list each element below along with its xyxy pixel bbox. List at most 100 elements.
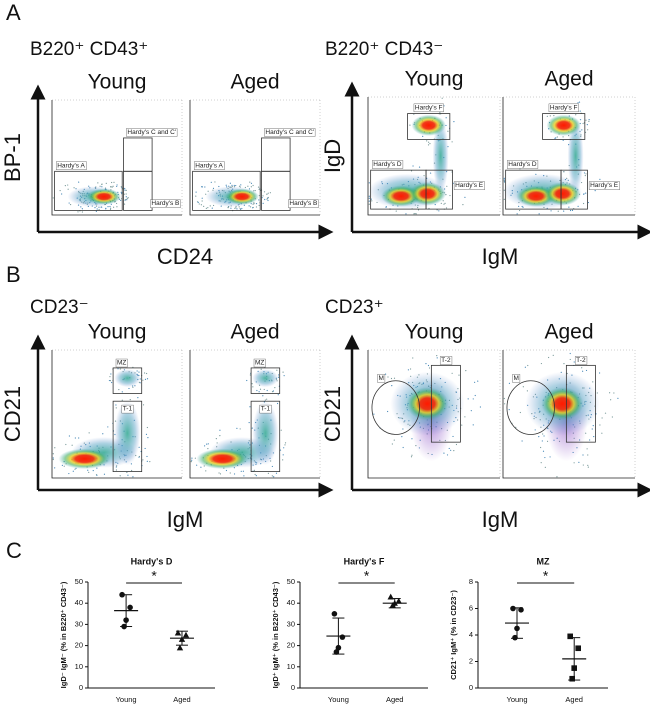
event-dot bbox=[579, 119, 582, 121]
event-dot bbox=[126, 471, 128, 473]
event-dot bbox=[54, 447, 56, 449]
event-dot bbox=[450, 449, 452, 451]
event-dot bbox=[207, 443, 209, 445]
event-dot bbox=[73, 187, 75, 189]
event-dot bbox=[445, 207, 448, 209]
event-dot bbox=[204, 186, 206, 188]
event-dot bbox=[385, 206, 387, 208]
event-dot bbox=[111, 181, 113, 184]
event-dot bbox=[205, 193, 207, 195]
event-dot bbox=[617, 397, 619, 399]
event-dot bbox=[107, 206, 109, 208]
event-dot bbox=[68, 435, 70, 437]
event-dot bbox=[391, 443, 393, 445]
y-axis-label: IgD⁻ IgM⁻ (% in B220⁺ CD43⁻) bbox=[59, 581, 68, 688]
event-dot bbox=[426, 140, 428, 142]
event-dot bbox=[241, 207, 243, 210]
event-dot bbox=[81, 208, 83, 210]
event-dot bbox=[52, 197, 54, 199]
event-dot bbox=[436, 357, 438, 359]
event-dot bbox=[126, 197, 128, 199]
event-dot bbox=[113, 206, 115, 208]
event-dot bbox=[78, 437, 80, 439]
event-dot bbox=[255, 475, 257, 477]
event-dot bbox=[204, 445, 206, 447]
flow-plot bbox=[52, 181, 129, 213]
gate-label-box bbox=[193, 161, 225, 170]
flow-plot bbox=[503, 352, 619, 478]
event-dot bbox=[218, 185, 220, 188]
event-dot bbox=[201, 186, 203, 188]
event-dot bbox=[464, 196, 466, 198]
event-dot bbox=[80, 206, 82, 208]
event-dot bbox=[411, 454, 413, 456]
event-dot bbox=[138, 456, 140, 458]
event-dot bbox=[118, 388, 120, 391]
event-dot bbox=[198, 203, 200, 205]
event-dot bbox=[238, 185, 241, 187]
event-dot bbox=[263, 191, 266, 193]
event-dot bbox=[503, 397, 505, 400]
gate-label: T-1 bbox=[261, 406, 271, 413]
event-dot bbox=[107, 426, 109, 428]
event-dot bbox=[191, 459, 193, 461]
gate-label: M bbox=[513, 375, 518, 382]
event-dot bbox=[592, 425, 594, 427]
event-dot bbox=[194, 457, 196, 459]
event-dot bbox=[452, 435, 454, 438]
event-dot bbox=[578, 101, 581, 103]
event-dot bbox=[206, 443, 208, 445]
group-title: CD23⁺ bbox=[325, 297, 384, 318]
event-dot bbox=[412, 165, 414, 167]
event-dot bbox=[582, 464, 584, 466]
event-dot bbox=[599, 178, 601, 180]
event-dot bbox=[405, 213, 407, 215]
event-dot bbox=[196, 464, 198, 466]
event-dot bbox=[549, 456, 551, 458]
event-dot bbox=[446, 185, 448, 187]
event-dot bbox=[87, 469, 89, 471]
density bbox=[114, 401, 141, 466]
event-dot bbox=[127, 474, 129, 476]
event-dot bbox=[546, 115, 548, 117]
event-dot bbox=[594, 190, 596, 192]
event-dot bbox=[146, 426, 148, 429]
event-dot bbox=[109, 208, 112, 210]
event-dot bbox=[283, 447, 285, 449]
column-label: Young bbox=[405, 321, 464, 344]
y-tick-label: 10 bbox=[287, 662, 295, 671]
event-dot bbox=[215, 438, 217, 440]
y-tick-label: 50 bbox=[75, 577, 83, 586]
event-dot bbox=[146, 455, 148, 458]
significance: * bbox=[151, 568, 157, 584]
gate-label-box bbox=[264, 128, 316, 137]
gate-label-box bbox=[453, 181, 485, 190]
flow-plot bbox=[52, 364, 151, 478]
plot-frame bbox=[367, 97, 500, 216]
gate-label: MZ bbox=[255, 360, 264, 367]
event-dot bbox=[124, 187, 126, 190]
data-point bbox=[127, 604, 133, 611]
event-dot bbox=[455, 443, 458, 446]
event-dot bbox=[577, 205, 579, 208]
event-dot bbox=[254, 189, 256, 192]
y-tick-label: 40 bbox=[287, 598, 295, 607]
y-tick-label: 4 bbox=[469, 630, 473, 639]
event-dot bbox=[259, 388, 262, 390]
event-dot bbox=[429, 143, 431, 145]
event-dot bbox=[240, 470, 242, 472]
event-dot bbox=[553, 114, 555, 117]
data-point bbox=[512, 634, 518, 641]
plot-frame bbox=[51, 350, 182, 479]
event-dot bbox=[132, 476, 134, 478]
event-dot bbox=[373, 413, 375, 415]
event-dot bbox=[522, 206, 524, 208]
event-dot bbox=[467, 398, 469, 400]
event-dot bbox=[586, 448, 588, 450]
gate-label-box bbox=[588, 181, 620, 190]
gate-label-box bbox=[377, 374, 386, 383]
event-dot bbox=[556, 136, 558, 138]
gate-label: T-2 bbox=[576, 357, 586, 364]
gate bbox=[112, 400, 143, 473]
